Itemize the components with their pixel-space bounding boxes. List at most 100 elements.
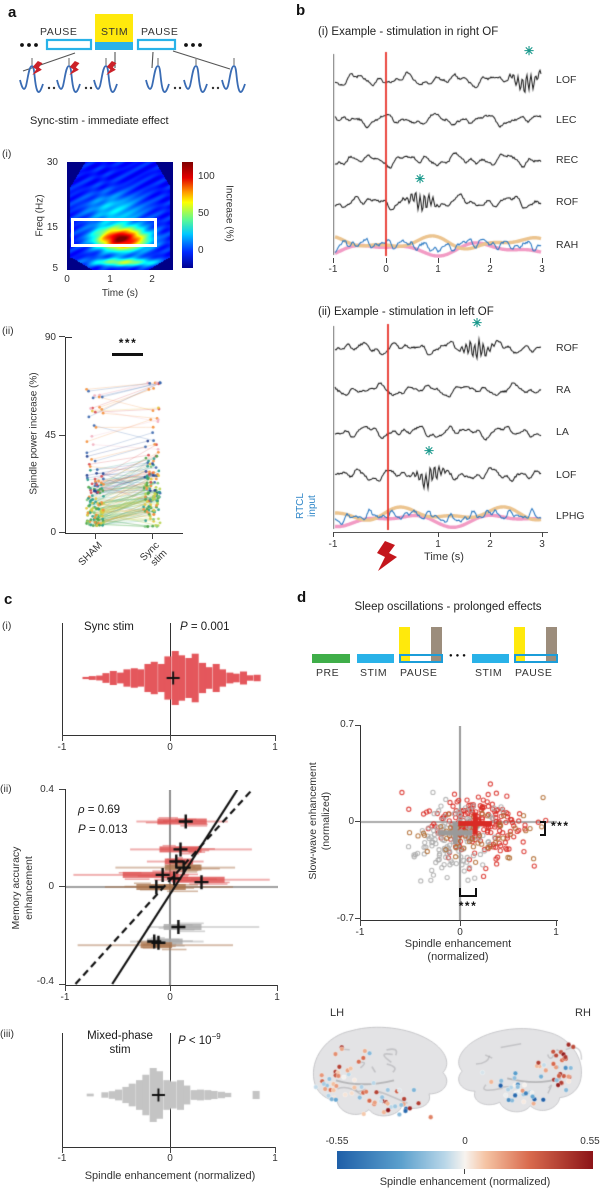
b-ii-tick [490, 532, 491, 537]
c-i-xaxis [62, 735, 276, 737]
trace-label-lec: LEC [556, 114, 577, 126]
slowwave-window-bar-2 [546, 627, 557, 663]
d-cb-min: -0.55 [325, 1136, 349, 1147]
c-i-name: Sync stim [84, 621, 134, 633]
c-ii-ytickmark [59, 886, 65, 888]
c-ii-ytickmark [59, 789, 65, 791]
c-iii-ticklabel: 0 [167, 1153, 173, 1164]
c-iii-tick [62, 1147, 64, 1153]
d-xlabel-line1: Spindle enhancement [404, 938, 512, 950]
spindle-band-highlight-box [71, 218, 157, 247]
p-symbol: P [180, 621, 188, 633]
lightning-bolt-icon [377, 541, 397, 571]
pre-bar [312, 654, 350, 663]
stim1-label: STIM [360, 667, 388, 679]
pause-outline-bar-2 [514, 654, 558, 663]
a-ii-yaxis [65, 337, 67, 534]
c-i-tick [170, 735, 172, 741]
panel-a-label: a [8, 4, 17, 21]
cb-label: Increase (%) [223, 185, 235, 242]
pause1-label: PAUSE [40, 26, 78, 38]
rho-symbol: ρ [78, 804, 85, 816]
stim-bar [95, 42, 133, 50]
c-iii-xaxis [62, 1147, 276, 1149]
power-tick-90: 90 [44, 332, 56, 343]
time-tick-2: 2 [149, 274, 155, 285]
p-exponent: −9 [211, 1032, 221, 1041]
freq-tick-15: 15 [46, 222, 58, 233]
c-iii-ticklabel: -1 [57, 1153, 67, 1164]
panel-d-label: d [297, 589, 307, 606]
freq-tick-5: 5 [52, 263, 58, 274]
pause-bar-2 [136, 38, 177, 51]
c-ii-ytickmark [59, 984, 65, 986]
p-value-text: < 10 [185, 1034, 212, 1047]
b-i-ticklabel: 1 [435, 264, 441, 275]
a-ii-ytick0 [59, 532, 65, 534]
d-ylabel-line1: Slow-wave enhancement [307, 762, 319, 880]
xticklabel-sync-stim: Sync stim [123, 540, 169, 587]
trace-label-la: LA [556, 426, 569, 438]
trace-label-rof: ROF [556, 196, 579, 208]
b-i-tick [333, 258, 334, 263]
d-cb-label: Spindle enhancement (normalized) [379, 1176, 551, 1188]
rtcl-line2: input [307, 495, 318, 517]
spindle-window-bar-2 [514, 627, 525, 663]
cb-midtick [464, 1169, 466, 1174]
pause-outline-bar-1 [399, 654, 443, 663]
trace-label-rah: RAH [556, 239, 579, 251]
c-iii-name1: Mixed-phase [87, 1030, 153, 1042]
d-xtick: -1 [355, 927, 365, 938]
c-ii-ytick: 0 [48, 881, 54, 892]
xticklabel-sham: SHAM [76, 540, 105, 569]
d-scatter-canvas [361, 726, 557, 920]
trace-label-lphg: LPHG [556, 510, 585, 522]
trace-label-lof: LOF [556, 74, 577, 86]
a-ii-ytick45 [59, 435, 65, 437]
c-ii-ticklabel: 1 [274, 992, 280, 1003]
panel-b-label: b [296, 2, 306, 19]
b-ii-tick [333, 532, 334, 537]
c-i-tick [62, 735, 64, 741]
c-ii-tick [65, 985, 67, 991]
c-iii-tick [170, 1147, 172, 1153]
paired-ylabel: Spindle power increase (%) [28, 372, 40, 495]
cb-tick-0: 0 [198, 245, 204, 256]
c-ii-pvalue: P = 0.013 [78, 824, 128, 836]
stim-bar-2 [472, 654, 509, 663]
cb-tick-100: 100 [198, 171, 215, 182]
c-iii-yaxis [62, 1033, 64, 1148]
spindle-star-icon: ✳ [524, 44, 535, 58]
sig-stars: *** [118, 336, 138, 350]
b-i-tick [438, 258, 439, 263]
panel-c-label: c [4, 591, 13, 608]
c-iii-violin-canvas [64, 1060, 274, 1132]
c-i-ticklabel: 0 [167, 742, 173, 753]
b-ii-ticklabel: 2 [487, 539, 493, 550]
rtcl-input-label: RTCL input [295, 476, 319, 536]
c-i-ticklabel: -1 [57, 742, 67, 753]
d-ytickmark [355, 918, 361, 920]
pause1-label: PAUSE [400, 667, 438, 679]
comparison-bracket-right [540, 821, 546, 836]
comparison-bracket-bottom [459, 888, 477, 897]
brain-lh-canvas [302, 1016, 454, 1131]
cb-tick-50: 50 [198, 208, 210, 219]
d-ytick: -0.7 [336, 913, 354, 924]
a-ii-xtick2 [152, 533, 154, 539]
d-sig-right: *** [551, 819, 570, 833]
paired-plot-canvas [66, 336, 186, 534]
pause-bar-1 [45, 38, 93, 51]
d-xaxis [360, 920, 558, 922]
c-ii-tick [170, 985, 172, 991]
spectrogram-xlabel: Time (s) [101, 288, 139, 299]
panel-a-ii-label: (ii) [2, 325, 14, 337]
stim-label: STIM [101, 26, 129, 38]
a-ii-xtick1 [95, 533, 97, 539]
c-i-pvalue: P = 0.001 [180, 621, 230, 633]
c-iii-name2: stim [109, 1044, 131, 1056]
p-value-text: = 0.013 [85, 824, 128, 836]
c-ii-xaxis [65, 985, 278, 987]
b-ii-tick [438, 532, 439, 537]
